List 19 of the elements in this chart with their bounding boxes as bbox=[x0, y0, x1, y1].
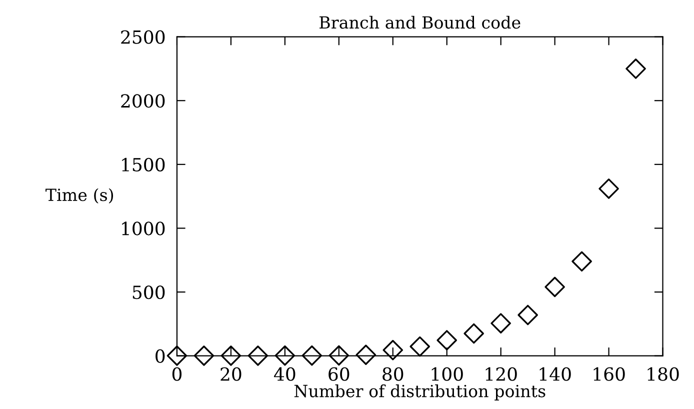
x-tick-label: 80 bbox=[382, 367, 404, 381]
y-tick-label: 1500 bbox=[122, 158, 165, 172]
x-tick-label: 40 bbox=[274, 367, 296, 381]
x-tick-label: 180 bbox=[648, 367, 679, 381]
y-tick-label: 2000 bbox=[121, 94, 165, 108]
y-tick-label: 2500 bbox=[121, 30, 165, 44]
x-tick-label: 100 bbox=[432, 367, 463, 381]
x-tick-label: 60 bbox=[328, 367, 350, 381]
chart-title: Branch and Bound code bbox=[320, 16, 520, 29]
y-tick-label: 1000 bbox=[122, 222, 165, 236]
x-tick-label: 120 bbox=[486, 367, 517, 381]
x-tick-label: 160 bbox=[594, 367, 625, 381]
x-tick-label: 140 bbox=[540, 367, 571, 381]
y-tick-label: 0 bbox=[156, 349, 165, 363]
y-tick-label: 500 bbox=[132, 285, 165, 300]
x-tick-label: 0 bbox=[172, 367, 182, 381]
x-axis-title: Number of distribution points bbox=[294, 384, 546, 401]
x-tick-label: 20 bbox=[220, 367, 242, 381]
y-axis-title: Time (s) bbox=[46, 188, 114, 204]
